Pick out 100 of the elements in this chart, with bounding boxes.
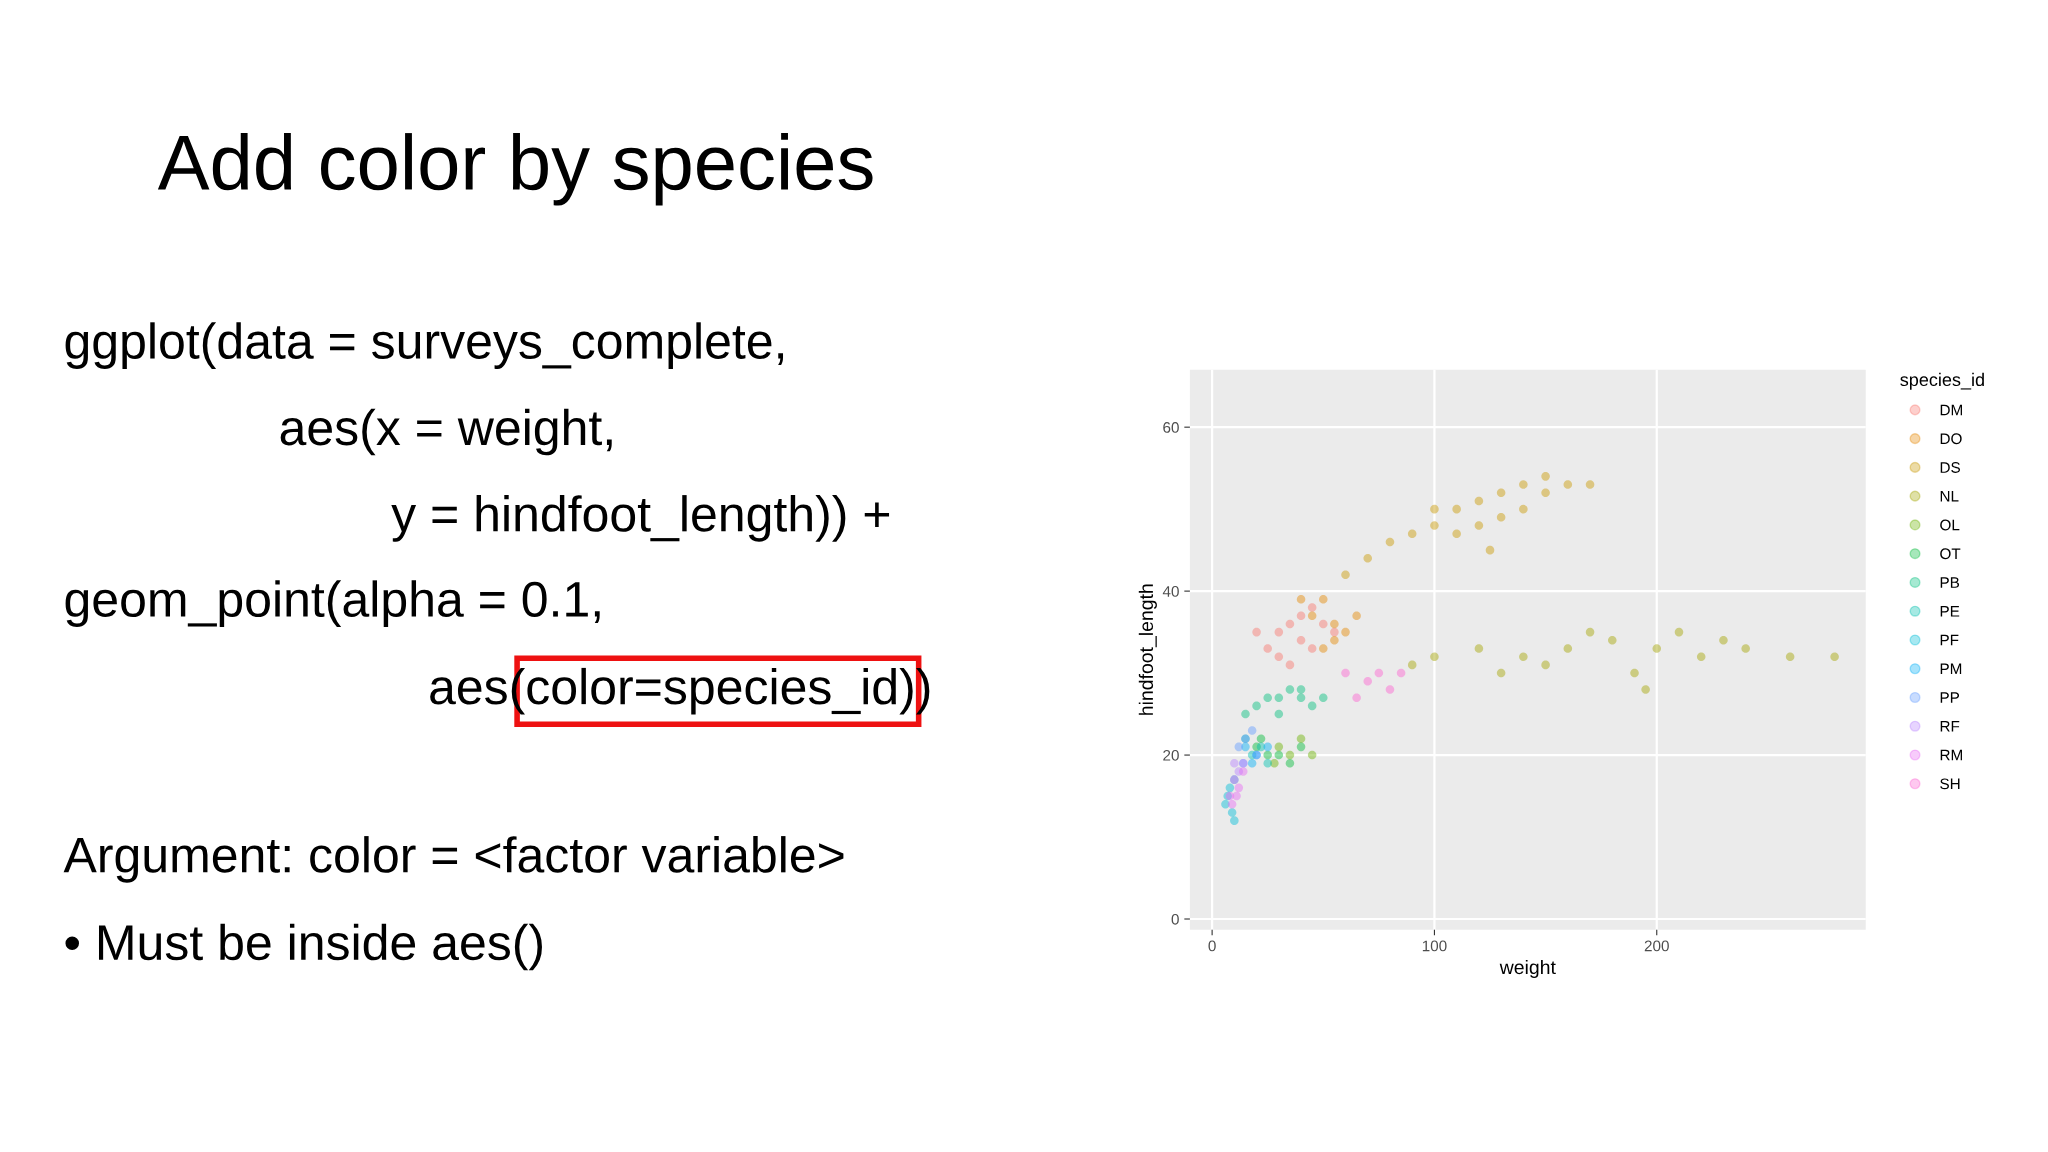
point <box>1719 636 1728 645</box>
point <box>1641 685 1650 694</box>
y-tick-label: 60 <box>1163 422 1179 433</box>
point <box>1296 636 1306 645</box>
point <box>1247 758 1257 768</box>
point <box>1452 504 1461 514</box>
point <box>1319 644 1328 653</box>
legend-label: DM <box>1940 404 1962 416</box>
point <box>1296 595 1306 604</box>
point <box>1363 677 1373 686</box>
text: y = hindfoot_length)) + <box>391 495 890 542</box>
point <box>1256 734 1266 743</box>
point <box>1285 685 1295 694</box>
point <box>1285 660 1295 670</box>
point <box>1674 627 1684 637</box>
point <box>1519 652 1528 661</box>
point <box>1452 529 1461 539</box>
point <box>1330 627 1339 637</box>
legend-label: OT <box>1940 548 1961 560</box>
point <box>1608 636 1617 645</box>
point <box>1307 603 1317 612</box>
y-tick-label: 40 <box>1162 585 1179 597</box>
point <box>1263 750 1272 760</box>
legend-label: PE <box>1940 606 1960 617</box>
point <box>1227 808 1237 817</box>
point <box>1541 472 1550 481</box>
point <box>1263 758 1272 768</box>
point <box>1307 611 1317 620</box>
text: geom_point(alpha = 0.1, <box>65 580 600 627</box>
y-tick-label: 0 <box>1171 913 1179 925</box>
text: aes(x = weight, <box>280 408 612 456</box>
point <box>1238 767 1248 776</box>
point <box>1296 742 1306 752</box>
point <box>1519 480 1528 489</box>
point <box>1496 668 1506 678</box>
point <box>1474 521 1484 530</box>
point <box>1296 734 1306 743</box>
point <box>1274 742 1284 752</box>
point <box>1285 750 1295 760</box>
point <box>1474 644 1484 653</box>
legend-label: SH <box>1940 778 1960 790</box>
point <box>1241 709 1250 719</box>
point <box>1252 627 1261 637</box>
point <box>1696 652 1706 661</box>
text: Argument: color = <factor variable> <box>63 836 844 883</box>
point <box>1407 529 1417 539</box>
point <box>1296 611 1306 620</box>
point <box>1374 668 1384 678</box>
legend-label: OL <box>1940 519 1960 531</box>
legend-label: PP <box>1940 692 1960 703</box>
legend-label: NL <box>1940 491 1959 502</box>
point <box>1630 668 1639 678</box>
point <box>1263 644 1272 653</box>
point <box>1296 693 1306 702</box>
point <box>1274 709 1284 719</box>
point <box>1247 726 1257 735</box>
legend-label: PM <box>1940 663 1962 675</box>
legend-label: PF <box>1940 634 1959 646</box>
point <box>1230 758 1239 768</box>
point <box>1385 685 1395 694</box>
point <box>1296 685 1306 694</box>
point <box>1485 545 1495 555</box>
point <box>1407 660 1417 670</box>
point <box>1385 537 1395 547</box>
point <box>1225 783 1235 793</box>
point <box>1363 554 1373 563</box>
x-tick-label: 0 <box>1208 940 1216 952</box>
y-tick-label: 20 <box>1163 749 1179 761</box>
point <box>1585 627 1595 637</box>
point <box>1496 513 1506 522</box>
point <box>1307 750 1317 760</box>
legend-label: RF <box>1940 721 1960 732</box>
text: • Must be inside aes() <box>65 923 542 971</box>
point <box>1563 480 1573 489</box>
point <box>1519 504 1528 514</box>
point <box>1830 652 1839 661</box>
point <box>1585 480 1595 489</box>
point <box>1263 742 1272 752</box>
text: ggplot(data = surveys_complete, <box>65 322 784 369</box>
point <box>1563 644 1573 653</box>
point <box>1274 627 1284 637</box>
point <box>1263 693 1272 702</box>
point <box>1741 644 1750 653</box>
point <box>1274 693 1284 702</box>
point <box>1352 693 1361 702</box>
point <box>1541 660 1550 670</box>
x-axis-title: weight <box>1499 959 1556 978</box>
point <box>1496 488 1506 498</box>
point <box>1285 758 1295 768</box>
point <box>1252 701 1261 711</box>
point <box>1227 799 1237 809</box>
x-tick-label: 100 <box>1422 940 1447 952</box>
point <box>1232 791 1241 801</box>
legend-label: DO <box>1940 433 1962 445</box>
legend-label: PB <box>1940 577 1960 588</box>
point <box>1307 701 1317 711</box>
point <box>1341 627 1350 637</box>
legend-label: DS <box>1940 462 1960 473</box>
y-axis-title: hindfoot_length <box>1138 584 1157 715</box>
legend-label: RM <box>1940 749 1962 761</box>
